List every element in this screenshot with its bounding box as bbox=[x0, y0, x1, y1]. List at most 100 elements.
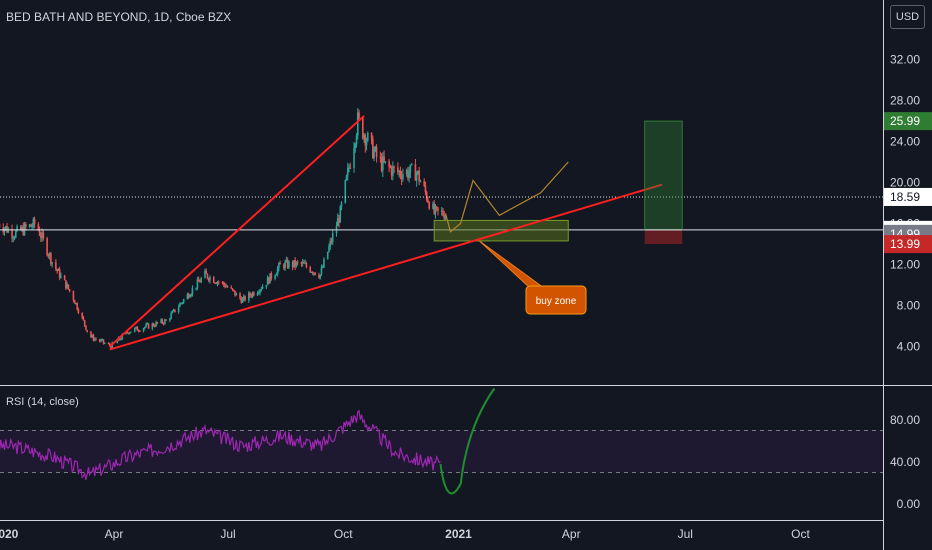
candle-body bbox=[230, 287, 233, 289]
profit-target-zone[interactable] bbox=[644, 120, 683, 231]
candle-body bbox=[380, 157, 383, 171]
candle-body bbox=[274, 275, 276, 279]
candle-body bbox=[48, 253, 51, 256]
candle-body bbox=[253, 292, 255, 296]
candle-body bbox=[234, 290, 236, 296]
candle-body bbox=[349, 167, 352, 169]
candle-body bbox=[120, 339, 122, 341]
candle-body bbox=[222, 282, 225, 285]
rsi-title[interactable]: RSI (14, close) bbox=[6, 396, 79, 408]
currency-button[interactable]: USD bbox=[890, 5, 925, 29]
time-axis[interactable]: 2020 Apr Jul Oct 2021 Apr Jul Oct bbox=[0, 527, 811, 541]
candle-body bbox=[390, 167, 393, 176]
price-label-badge bbox=[884, 112, 932, 131]
candle-body bbox=[345, 175, 348, 181]
candle-body bbox=[270, 273, 273, 279]
candle-body bbox=[197, 279, 200, 282]
candle-body bbox=[56, 269, 58, 271]
candle-body bbox=[137, 330, 140, 332]
candle-body bbox=[204, 270, 206, 279]
wedge-lower-trendline[interactable] bbox=[109, 183, 663, 351]
candle-body bbox=[425, 192, 428, 200]
candle-body bbox=[215, 282, 218, 284]
candle-body bbox=[295, 261, 298, 267]
candle-body bbox=[443, 215, 446, 219]
candle-body bbox=[440, 210, 443, 212]
candle-body bbox=[128, 332, 131, 334]
candle-body bbox=[340, 202, 343, 207]
candle-body bbox=[379, 156, 382, 158]
candle-body bbox=[40, 235, 42, 239]
candle-body bbox=[92, 334, 95, 341]
candle-body bbox=[209, 277, 211, 281]
candle-body bbox=[424, 185, 427, 193]
candle-body bbox=[98, 339, 101, 342]
candle-body bbox=[174, 309, 176, 312]
candle-body bbox=[90, 331, 92, 338]
candle-body bbox=[191, 288, 194, 295]
candle-body bbox=[31, 226, 33, 228]
candle-body bbox=[363, 135, 365, 139]
candle-body bbox=[225, 286, 228, 288]
candle-body bbox=[248, 292, 250, 301]
candle-body bbox=[60, 275, 62, 278]
candle-body bbox=[362, 117, 364, 139]
candle-body bbox=[320, 267, 323, 275]
candle-body bbox=[285, 259, 288, 262]
candle-body bbox=[46, 238, 48, 256]
candle-body bbox=[186, 294, 189, 300]
candle-body bbox=[136, 326, 139, 331]
candle-body bbox=[365, 140, 368, 146]
candle-body bbox=[353, 148, 355, 168]
rsi-projection-curve[interactable] bbox=[439, 387, 496, 495]
candle-body bbox=[301, 262, 304, 264]
candle-body bbox=[63, 275, 66, 281]
candle-body bbox=[146, 323, 149, 325]
candle-body bbox=[101, 339, 104, 341]
candle-body bbox=[434, 206, 437, 214]
candle-body bbox=[130, 331, 132, 333]
candle-body bbox=[221, 282, 224, 284]
candle-body bbox=[370, 132, 373, 139]
buy-zone-callout[interactable] bbox=[525, 285, 587, 315]
drawings-layer[interactable]: buy zone bbox=[109, 115, 683, 351]
candle-body bbox=[375, 146, 378, 157]
candle-body bbox=[402, 173, 404, 180]
candle-body bbox=[400, 175, 403, 180]
candle-body bbox=[358, 112, 360, 118]
candle-body bbox=[276, 268, 279, 275]
candle-body bbox=[326, 251, 329, 260]
candle-body bbox=[265, 285, 268, 287]
rsi-tick-label: 0.00 bbox=[897, 497, 921, 511]
candle-body bbox=[134, 328, 136, 332]
price-tick-label: 12.00 bbox=[890, 258, 920, 272]
candle-body bbox=[58, 269, 61, 278]
candle-body bbox=[258, 292, 260, 294]
buy-zone-rectangle[interactable] bbox=[433, 219, 569, 242]
candle-body bbox=[372, 138, 374, 159]
wedge-upper-trendline[interactable] bbox=[109, 115, 365, 348]
candle-body bbox=[296, 261, 299, 263]
candle-body bbox=[144, 327, 146, 329]
candle-body bbox=[329, 240, 332, 247]
candle-body bbox=[91, 334, 94, 338]
candle-body bbox=[278, 263, 280, 269]
candle-body bbox=[170, 313, 172, 319]
stop-loss-zone[interactable] bbox=[644, 229, 683, 245]
candle-body bbox=[100, 339, 102, 342]
candle-body bbox=[442, 210, 444, 216]
time-tick-label: 2020 bbox=[0, 527, 19, 541]
time-tick-label: Apr bbox=[562, 527, 581, 541]
candle-body bbox=[55, 262, 57, 270]
projected-path[interactable] bbox=[444, 161, 569, 233]
candle-body bbox=[336, 218, 339, 227]
symbol-title[interactable]: BED BATH AND BEYOND, 1D, Cboe BZX bbox=[6, 10, 232, 24]
candle-body bbox=[244, 296, 246, 301]
candle-body bbox=[103, 343, 106, 345]
candle-body bbox=[437, 207, 439, 211]
candle-body bbox=[151, 323, 154, 329]
candle-body bbox=[12, 237, 15, 239]
candle-body bbox=[81, 312, 83, 318]
